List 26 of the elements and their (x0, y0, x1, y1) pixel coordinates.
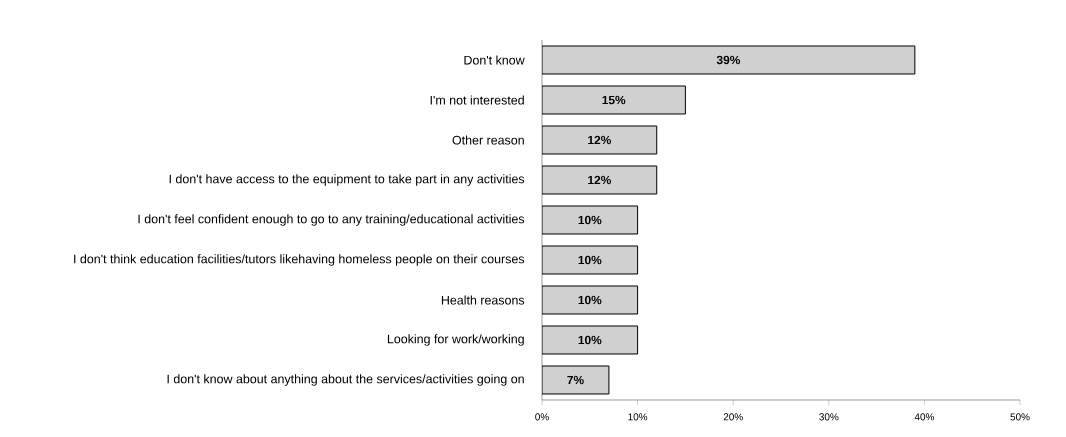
y-tick-label: Looking for work/working (387, 334, 524, 346)
y-tick-label: I don't think education facilities/tutors likehaving homeless people on their courses (74, 254, 525, 266)
data-label: 10% (578, 215, 602, 225)
y-tick-label: I don't know about anything about the services/activities going on (167, 374, 524, 386)
x-tick-label: 0% (535, 413, 549, 421)
data-label: 7% (567, 375, 584, 385)
y-tick-label: I'm not interested (430, 95, 524, 105)
x-tick-label: 20% (723, 413, 743, 421)
y-tick-label: Health reasons (441, 295, 525, 305)
data-label: 10% (578, 335, 602, 345)
x-tick-label: 40% (914, 413, 935, 421)
data-label: 10% (578, 295, 602, 305)
data-label: 39% (716, 55, 741, 65)
y-tick-label: Don't know (464, 55, 525, 65)
data-label: 12% (588, 135, 612, 145)
x-tick-label: 50% (1010, 413, 1030, 421)
y-tick-label: I don't feel confident enough to go to any training/educational activities (138, 214, 525, 226)
x-tick-label: 30% (819, 413, 839, 421)
data-label: 15% (602, 95, 626, 105)
y-tick-label: Other reason (452, 135, 524, 145)
y-tick-label: I don't have access to the equipment to take part in any activities (169, 174, 525, 186)
x-tick-label: 10% (628, 413, 648, 421)
data-label: 10% (578, 255, 602, 265)
bar (542, 45, 916, 75)
data-label: 12% (588, 175, 612, 185)
bar (542, 85, 686, 115)
